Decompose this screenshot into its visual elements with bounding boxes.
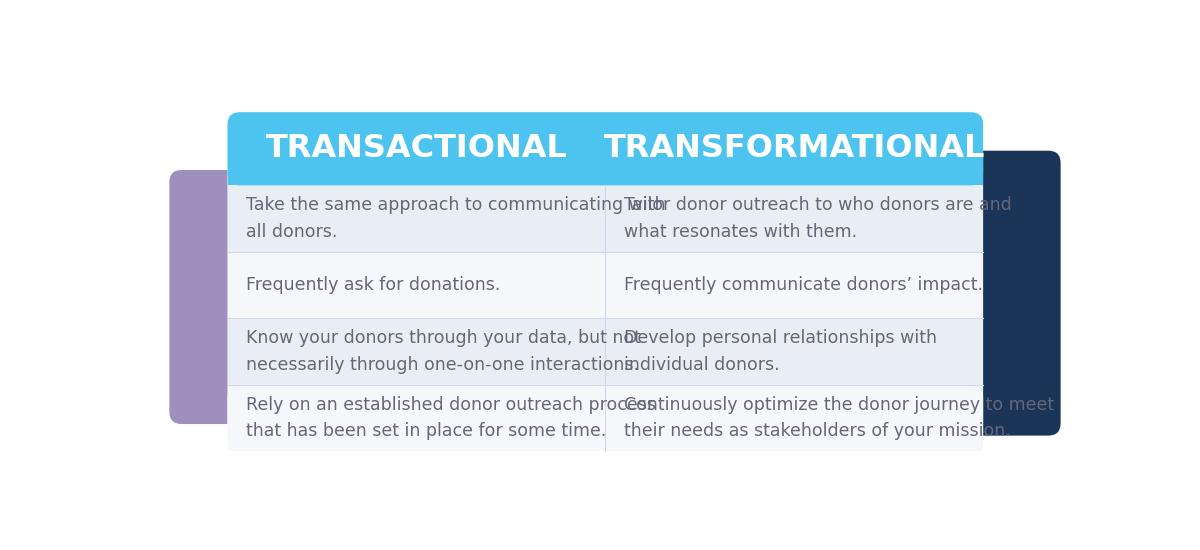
Text: Frequently communicate donors’ impact.: Frequently communicate donors’ impact. <box>624 276 983 294</box>
FancyBboxPatch shape <box>228 384 983 451</box>
Text: Frequently ask for donations.: Frequently ask for donations. <box>246 276 500 294</box>
FancyBboxPatch shape <box>228 112 983 185</box>
FancyBboxPatch shape <box>169 170 340 424</box>
Text: Know your donors through your data, but not
necessarily through one-on-one inter: Know your donors through your data, but … <box>246 329 641 373</box>
Text: Rely on an established donor outreach process
that has been set in place for som: Rely on an established donor outreach pr… <box>246 395 656 440</box>
Bar <box>228 318 983 384</box>
Bar <box>228 185 983 252</box>
Bar <box>228 384 983 418</box>
Text: TRANSFORMATIONAL: TRANSFORMATIONAL <box>604 133 985 164</box>
Bar <box>228 252 983 318</box>
FancyBboxPatch shape <box>836 151 1061 436</box>
Text: Develop personal relationships with
individual donors.: Develop personal relationships with indi… <box>624 329 937 373</box>
Text: Continuously optimize the donor journey to meet
their needs as stakeholders of y: Continuously optimize the donor journey … <box>624 395 1054 440</box>
Text: Tailor donor outreach to who donors are and
what resonates with them.: Tailor donor outreach to who donors are … <box>624 196 1012 241</box>
FancyBboxPatch shape <box>228 112 983 451</box>
Bar <box>228 384 983 451</box>
Text: TRANSACTIONAL: TRANSACTIONAL <box>265 133 568 164</box>
Bar <box>228 148 983 185</box>
Text: Take the same approach to communicating with
all donors.: Take the same approach to communicating … <box>246 196 666 241</box>
